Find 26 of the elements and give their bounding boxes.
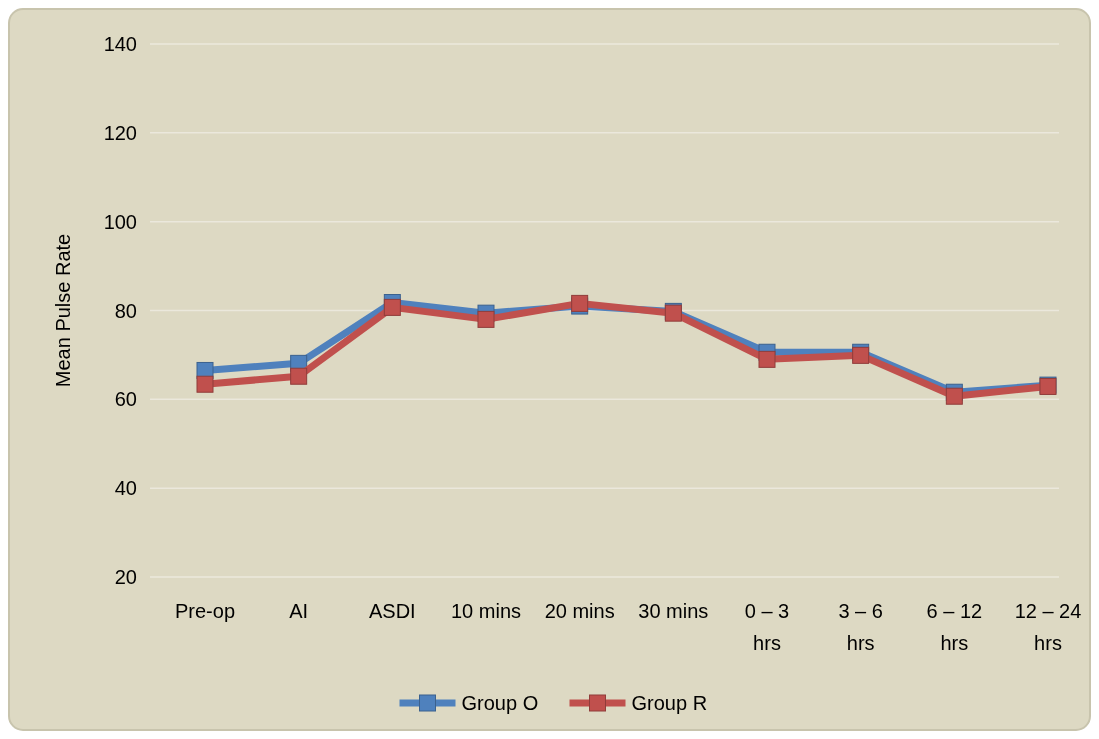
x-tick-label: 6 – 12 hrs <box>926 600 983 654</box>
legend-label: Group R <box>631 692 708 714</box>
y-tick-label: 100 <box>103 210 137 233</box>
y-tick-label: 120 <box>103 121 137 144</box>
x-tick-label: 20 mins <box>544 600 615 622</box>
point <box>477 310 495 328</box>
point <box>383 298 401 316</box>
point <box>196 375 214 393</box>
x-tick-label: 10 mins <box>450 600 522 622</box>
x-tick-label: AI <box>289 600 309 622</box>
y-tick-label: 40 <box>114 477 137 500</box>
x-tick-label: 3 – 6 hrs <box>838 600 883 654</box>
y-axis-title: Mean Pulse Rate <box>52 233 74 388</box>
y-tick-label: 140 <box>103 33 137 55</box>
point <box>290 367 308 385</box>
legend-label: Group O <box>461 692 539 714</box>
point <box>945 387 963 405</box>
x-tick-label: ASDI <box>368 600 416 622</box>
point <box>758 350 776 368</box>
x-tick-label: Pre-op <box>174 600 236 622</box>
x-tick-label: 30 mins <box>638 600 709 622</box>
y-tick-label: 80 <box>114 299 137 322</box>
x-tick-label: 0 – 3 hrs <box>744 600 790 654</box>
x-tick-label: 12 – 24 hrs <box>1014 600 1082 654</box>
y-tick-label: 60 <box>114 388 137 411</box>
y-tick-label: 20 <box>114 566 137 588</box>
